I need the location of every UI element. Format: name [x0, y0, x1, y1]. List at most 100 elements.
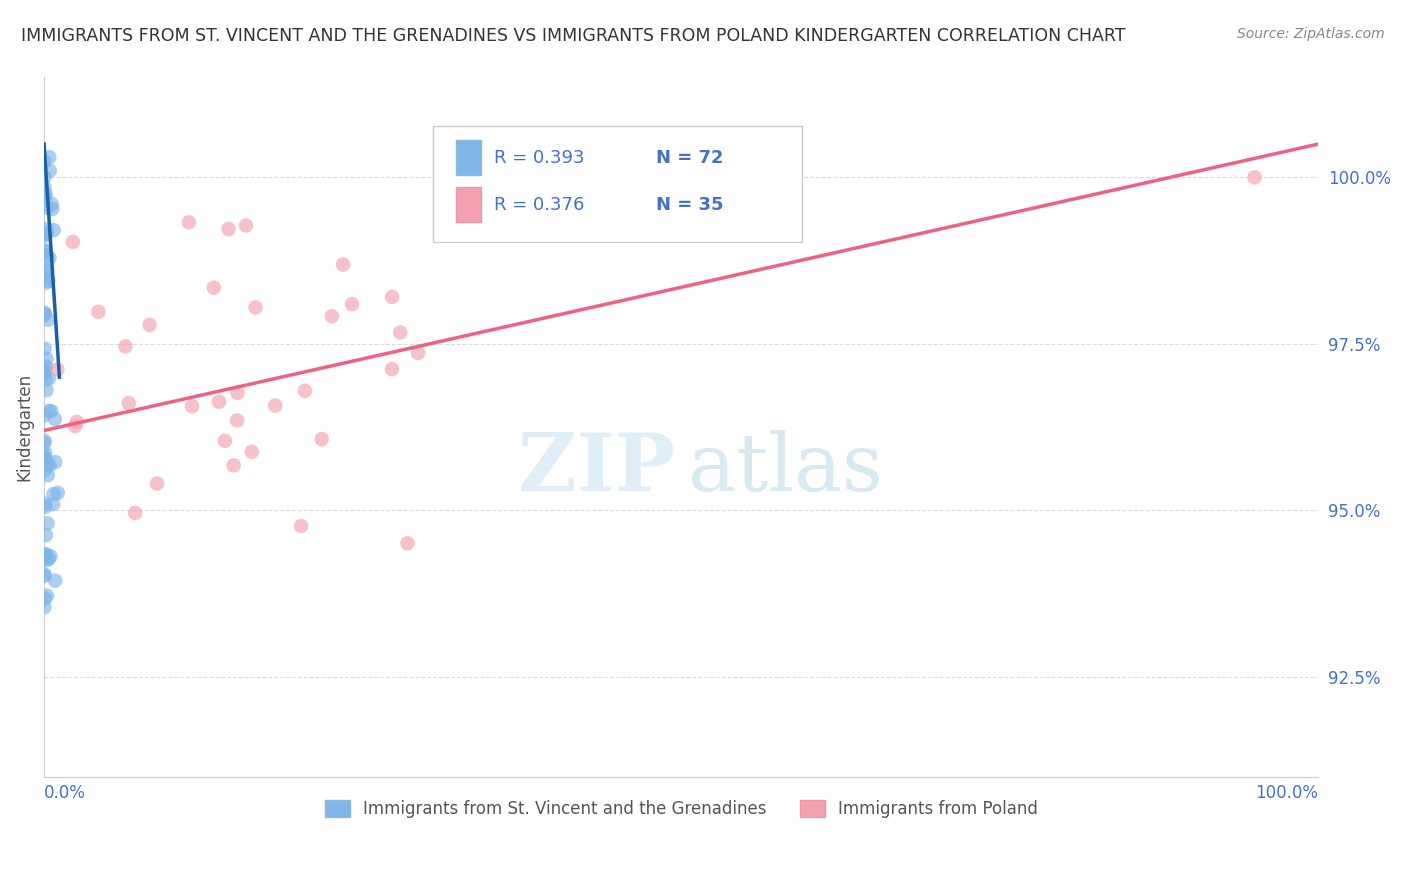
Point: [396, 536, 419, 550]
Point: [44, 412, 66, 426]
Point: [87, 305, 110, 319]
Point: [381, 290, 404, 304]
Point: [118, 396, 141, 410]
Point: [34, 270, 56, 285]
Bar: [456, 187, 481, 222]
Point: [311, 432, 333, 446]
Point: [235, 219, 257, 233]
Point: [124, 506, 146, 520]
Point: [226, 413, 249, 427]
Point: [138, 318, 160, 332]
Point: [46, 362, 69, 376]
Point: [389, 326, 412, 340]
Point: [34, 434, 56, 448]
Point: [62, 235, 84, 249]
Point: [290, 519, 312, 533]
Point: [41, 202, 63, 216]
Point: [37, 468, 59, 483]
Point: [35, 457, 58, 471]
Point: [406, 346, 429, 360]
Point: [34, 187, 56, 202]
Point: [34, 154, 56, 169]
Point: [34, 569, 56, 583]
Text: 0.0%: 0.0%: [44, 783, 86, 802]
Point: [35, 383, 58, 397]
Point: [222, 458, 245, 473]
Point: [240, 444, 263, 458]
Point: [34, 451, 56, 466]
Point: [39, 549, 62, 564]
Text: Source: ZipAtlas.com: Source: ZipAtlas.com: [1237, 27, 1385, 41]
Y-axis label: Kindergarten: Kindergarten: [15, 373, 32, 481]
Point: [332, 258, 354, 272]
Point: [381, 362, 404, 376]
Point: [34, 591, 56, 606]
Point: [32, 409, 55, 423]
Point: [34, 600, 56, 615]
Point: [66, 415, 89, 429]
Point: [202, 281, 225, 295]
Point: [34, 500, 56, 514]
Bar: [456, 140, 481, 176]
Point: [34, 548, 56, 562]
Point: [37, 516, 59, 531]
Point: [35, 553, 58, 567]
Point: [294, 384, 316, 398]
Point: [177, 215, 200, 229]
Point: [35, 227, 58, 241]
Point: [34, 567, 56, 582]
Text: N = 35: N = 35: [655, 195, 723, 214]
Point: [38, 458, 60, 473]
Point: [39, 404, 62, 418]
Point: [34, 446, 56, 460]
Point: [34, 452, 56, 467]
Point: [42, 223, 65, 237]
Point: [214, 434, 236, 448]
Point: [37, 274, 59, 288]
Point: [34, 497, 56, 511]
Point: [38, 371, 60, 385]
Point: [41, 197, 63, 211]
Point: [35, 528, 58, 542]
Point: [181, 399, 204, 413]
Point: [34, 463, 56, 477]
Point: [37, 312, 59, 326]
Point: [35, 276, 58, 290]
Point: [44, 574, 66, 588]
Point: [34, 186, 56, 200]
Point: [146, 476, 169, 491]
FancyBboxPatch shape: [433, 127, 803, 242]
Point: [44, 455, 66, 469]
Point: [34, 244, 56, 258]
Point: [264, 399, 287, 413]
Text: R = 0.376: R = 0.376: [494, 195, 585, 214]
Point: [35, 351, 58, 366]
Point: [226, 385, 249, 400]
Point: [34, 180, 56, 194]
Text: ZIP: ZIP: [517, 430, 675, 508]
Point: [34, 373, 56, 387]
Point: [34, 342, 56, 356]
Point: [34, 361, 56, 376]
Point: [38, 404, 60, 418]
Point: [34, 365, 56, 379]
Point: [35, 548, 58, 562]
Point: [35, 359, 58, 374]
Point: [34, 366, 56, 380]
Point: [35, 263, 58, 277]
Point: [114, 339, 136, 353]
Text: IMMIGRANTS FROM ST. VINCENT AND THE GRENADINES VS IMMIGRANTS FROM POLAND KINDERG: IMMIGRANTS FROM ST. VINCENT AND THE GREN…: [21, 27, 1126, 45]
Point: [42, 497, 65, 511]
Point: [32, 307, 55, 321]
Point: [340, 297, 363, 311]
Point: [46, 486, 69, 500]
Point: [63, 419, 86, 434]
Point: [34, 436, 56, 450]
Point: [208, 394, 231, 409]
Point: [35, 227, 58, 241]
Point: [34, 189, 56, 203]
Legend: Immigrants from St. Vincent and the Grenadines, Immigrants from Poland: Immigrants from St. Vincent and the Gren…: [318, 793, 1045, 824]
Point: [34, 549, 56, 564]
Point: [35, 222, 58, 236]
Point: [245, 301, 267, 315]
